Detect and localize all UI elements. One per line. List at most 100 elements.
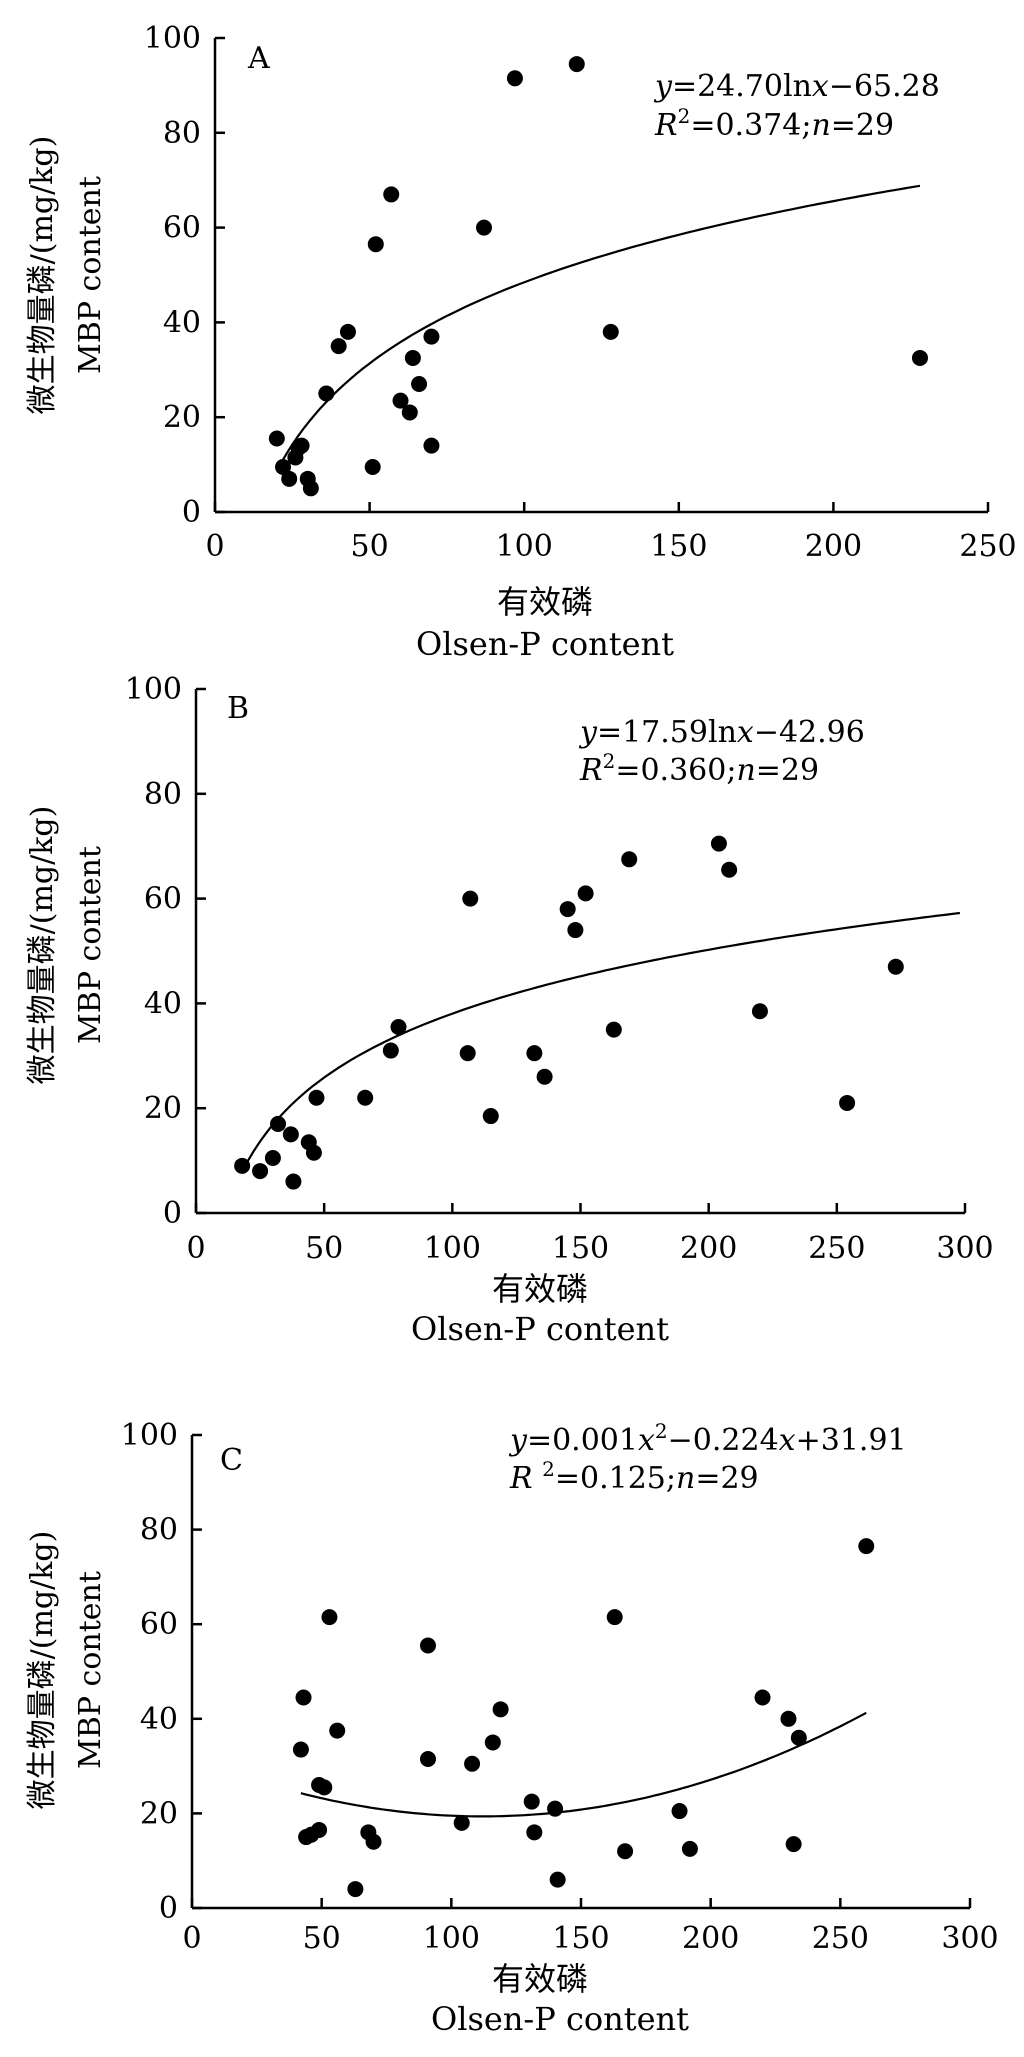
data-point [785,1836,802,1853]
data-point [275,458,292,475]
data-point [464,1755,481,1772]
panel-label: C [220,1443,243,1478]
x-tick-label: 300 [941,1921,998,1956]
regression-equation: y=17.59lnx−42.96 [578,715,865,750]
x-tick-label: 250 [812,1921,869,1956]
data-point [710,835,727,852]
data-point [858,1538,875,1555]
x-tick-label: 0 [182,1921,201,1956]
data-point [423,328,440,345]
data-point [523,1793,540,1810]
y-tick-label: 20 [140,1796,178,1831]
data-point [606,1609,623,1626]
data-point [559,901,576,918]
regression-stats: R2=0.360;n=29 [579,749,819,788]
data-point [411,376,428,393]
x-tick-label: 200 [805,529,862,564]
x-tick-label: 100 [423,1921,480,1956]
x-tick-label: 50 [303,1921,341,1956]
regression-stats: R 2=0.125;n=29 [509,1457,759,1496]
y-tick-label: 60 [144,882,182,917]
panel-label: B [227,691,249,726]
x-axis-label-cn: 有效磷 [492,1960,588,1998]
y-axis-label-en: MBP content [73,1571,108,1769]
data-point [754,1689,771,1706]
data-point [264,1149,281,1166]
y-tick-label: 60 [140,1607,178,1642]
y-tick-label: 0 [159,1891,178,1926]
regression-equation: y=0.001x2−0.224x+31.91 [508,1419,907,1458]
data-point [234,1157,251,1174]
data-point [751,1003,768,1020]
x-tick-label: 200 [680,1231,737,1266]
y-axis-label-cn: 微生物量磷/(mg/kg) [25,1531,60,1810]
y-tick-label: 20 [144,1091,182,1126]
y-tick-label: 0 [163,1196,182,1231]
x-tick-label: 100 [424,1231,481,1266]
x-tick-label: 50 [351,529,389,564]
regression-equation: y=24.70lnx−65.28 [653,69,940,104]
data-point [419,1637,436,1654]
fit-curve [275,184,921,472]
fit-curve [241,911,961,1173]
x-tick-label: 150 [552,1921,609,1956]
data-point [536,1068,553,1085]
y-tick-label: 60 [163,211,201,246]
data-point [330,338,347,355]
x-axis-label-en: Olsen-P content [431,2000,689,2038]
y-tick-label: 40 [144,986,182,1021]
data-point [308,1089,325,1106]
data-point [268,430,285,447]
chart-panel-C: 0 50 100 150 200 250 300 0 20 40 60 80 100 Cy=0.001x2… [25,1418,999,2038]
y-tick-label: 100 [125,672,182,707]
data-point [567,922,584,939]
data-point [367,236,384,253]
data-point [404,349,421,366]
data-point [459,1045,476,1062]
data-point [292,1741,309,1758]
data-point [305,1144,322,1161]
chart-panel-B: 0 50 100 150 200 250 300 0 20 40 60 80 100 By=17.59ln… [25,672,994,1348]
data-point [681,1840,698,1857]
data-point [453,1814,470,1831]
data-point [285,1173,302,1190]
data-point [839,1094,856,1111]
panel-label: A [247,41,270,76]
data-point [549,1871,566,1888]
y-tick-label: 100 [121,1418,178,1453]
data-point [281,470,298,487]
data-point [365,1833,382,1850]
x-tick-label: 300 [936,1231,993,1266]
y-tick-label: 40 [163,305,201,340]
x-tick-label: 100 [496,529,553,564]
y-tick-label: 80 [144,777,182,812]
x-axis-label-cn: 有效磷 [497,583,593,621]
x-tick-label: 50 [305,1231,343,1266]
data-point [482,1108,499,1125]
data-point [282,1126,299,1143]
data-point [252,1163,269,1180]
data-point [270,1115,287,1132]
y-axis-label-en: MBP content [73,846,108,1044]
x-tick-label: 0 [186,1231,205,1266]
data-point [602,323,619,340]
data-point [506,70,523,87]
data-point [780,1710,797,1727]
x-tick-label: 150 [650,529,707,564]
data-point [318,385,335,402]
data-point [621,851,638,868]
data-point [364,458,381,475]
data-point [347,1881,364,1898]
data-point [492,1701,509,1718]
regression-stats: R2=0.374;n=29 [654,104,894,143]
data-point [526,1045,543,1062]
x-axis-label-cn: 有效磷 [492,1270,588,1308]
data-point [547,1800,564,1817]
x-axis-label-en: Olsen-P content [416,625,674,663]
data-point [476,219,493,236]
fit-curve [300,1711,867,1818]
data-point [316,1779,333,1796]
data-point [617,1843,634,1860]
data-point [484,1734,501,1751]
data-point [605,1021,622,1038]
